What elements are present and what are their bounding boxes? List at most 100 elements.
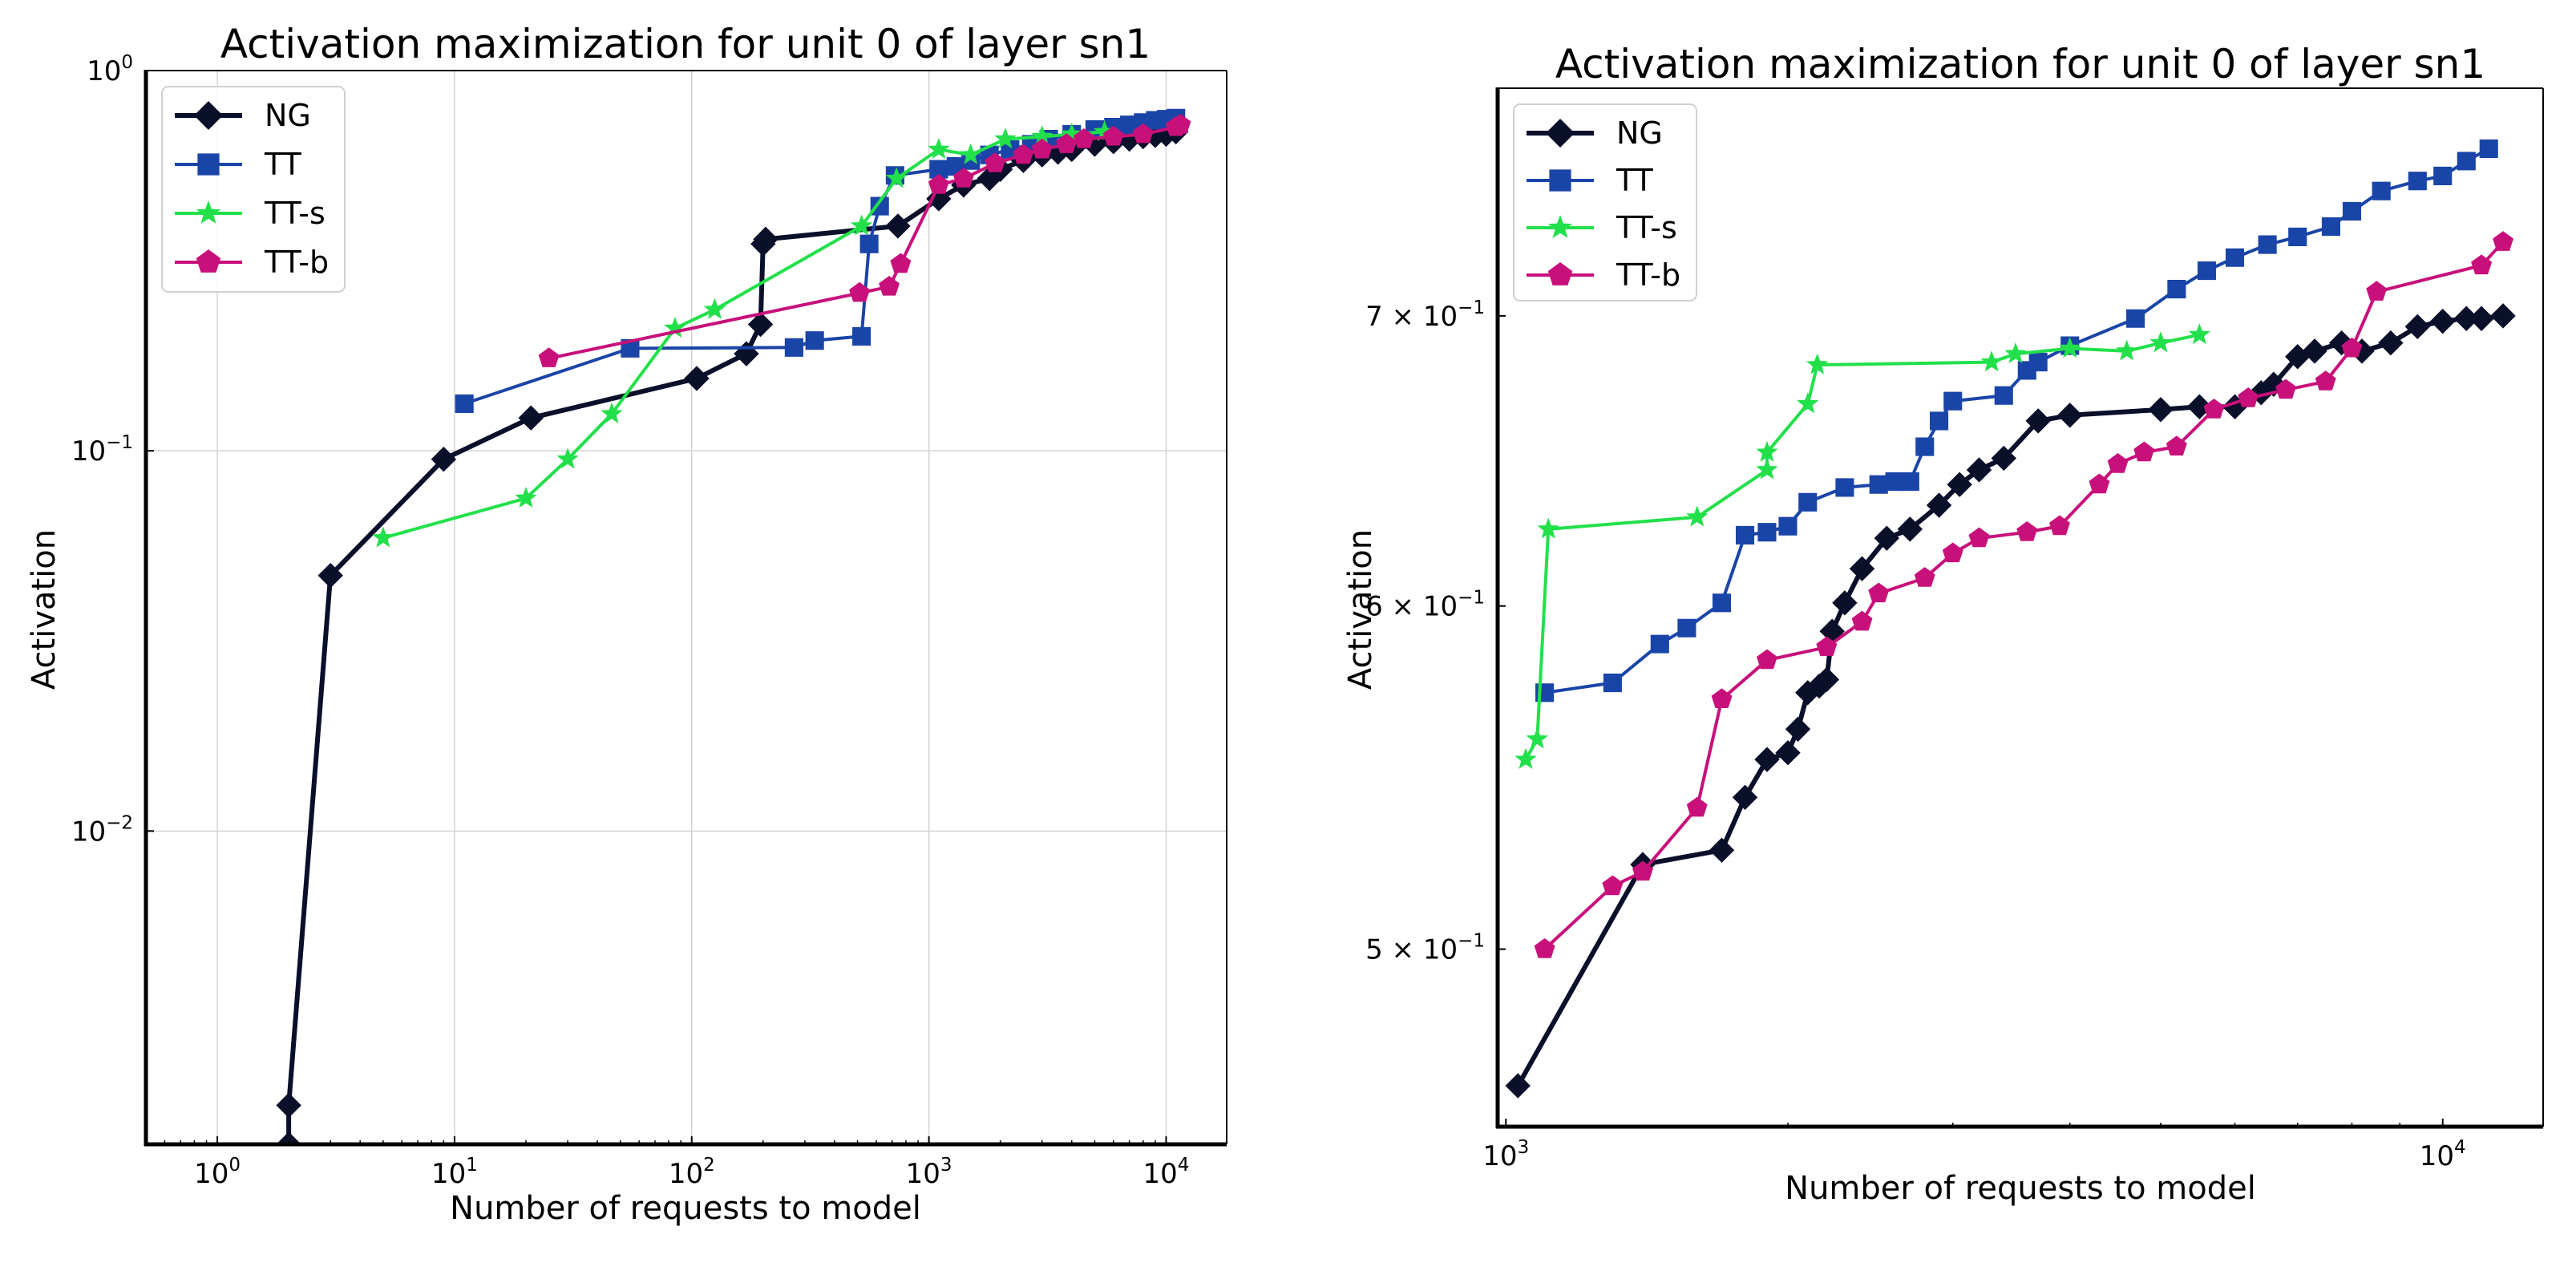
chart-right-point-tt-b-10	[1942, 542, 1963, 563]
chart-right-point-ng-19	[2025, 408, 2051, 434]
chart-right-point-tt-b-9	[1914, 567, 1935, 587]
chart-left-point-tt-s-1	[515, 486, 537, 508]
chart-left-point-tt-b-9	[1056, 133, 1078, 153]
chart-left-point-tt-s-6	[850, 214, 873, 236]
chart-right-point-tt-b-2	[1632, 860, 1653, 881]
chart-right-xlabel: Number of requests to model	[1785, 1170, 2256, 1207]
chart-right-xtick-label-0: 103	[1482, 1137, 1529, 1172]
chart-right-point-tt-s-6	[1797, 392, 1819, 414]
chart-right-legend-marker-ng	[1546, 119, 1575, 148]
chart-right-ytick-label-2: 5 × 10−1	[1365, 931, 1485, 966]
chart-right-point-ng-14	[1897, 516, 1923, 542]
chart-right-line-ng	[1515, 313, 2504, 1087]
chart-right-point-tt-5	[1735, 525, 1755, 544]
chart-left-point-tt-s-5	[703, 298, 726, 319]
chart-left-point-ng-7	[747, 311, 774, 338]
chart-right-point-tt-31	[2457, 152, 2476, 171]
chart-left-point-tt-4	[852, 326, 871, 346]
chart-left-point-tt-s-10	[994, 128, 1017, 149]
chart-left-point-ng-9	[753, 226, 778, 253]
chart-right-point-tt-30	[2433, 166, 2453, 186]
chart-left-xtick-label-0: 100	[194, 1155, 241, 1190]
chart-right-point-tt-20	[2126, 309, 2145, 328]
chart-right-legend: NG TT TT-s TT-b	[1513, 103, 1697, 302]
chart-right-point-ng-16	[1947, 472, 1972, 497]
chart-left-xtick-label-3: 103	[906, 1155, 952, 1190]
chart-right-point-tt-b-6	[1816, 636, 1838, 657]
chart-right-point-tt-b-3	[1686, 796, 1708, 817]
chart-right-point-tt-b-19	[2238, 387, 2259, 407]
chart-right-legend-label-tt-s: TT-s	[1616, 210, 1677, 245]
chart-left-xlabel: Number of requests to model	[450, 1190, 921, 1227]
chart-right-point-tt-23	[2225, 248, 2245, 267]
chart-left-point-tt-b-1	[849, 281, 871, 302]
chart-right-title: Activation maximization for unit 0 of la…	[1555, 41, 2485, 87]
chart-left-series	[276, 108, 1191, 1144]
chart-left-xtick-label-2: 102	[669, 1155, 715, 1190]
chart-left-ytick-label-0: 100	[87, 52, 133, 87]
chart-right-point-ng-13	[1874, 525, 1899, 551]
chart-left-point-tt-b-8	[1031, 138, 1053, 159]
chart-right-point-ng-34	[2469, 306, 2494, 331]
chart-right-point-tt-b-20	[2275, 378, 2296, 399]
chart-right-point-tt-3	[1677, 618, 1696, 638]
chart-right-legend-label-tt-b: TT-b	[1616, 257, 1680, 293]
chart-right-point-tt-b-15	[2107, 453, 2129, 473]
chart-right-point-tt-b-5	[1757, 649, 1777, 670]
chart-right-point-tt-s-0	[1514, 747, 1537, 769]
chart-right-point-tt-s-3	[1686, 505, 1709, 527]
chart-right-point-tt-10	[1869, 475, 1888, 494]
chart-left-legend-marker-tt	[197, 153, 220, 176]
chart-right-point-tt-12	[1900, 472, 1919, 492]
chart-right-point-tt-7	[1778, 516, 1798, 536]
chart-right-point-tt-6	[1757, 523, 1777, 542]
chart-left-point-tt-s-2	[556, 447, 579, 469]
chart-right-point-tt-b-12	[2016, 520, 2038, 541]
chart-right-line-tt-s	[1524, 333, 2200, 761]
chart-right-ytick-label-0: 7 × 10−1	[1365, 298, 1485, 333]
chart-right-point-ng-4	[1754, 747, 1780, 772]
chart-left-point-ng-0	[276, 1131, 301, 1144]
chart-left-point-ng-1	[276, 1092, 301, 1119]
chart-right-legend-label-ng: NG	[1616, 115, 1663, 151]
chart-right-point-tt-b-21	[2315, 370, 2336, 391]
chart-right-point-tt-s-12	[2149, 331, 2172, 353]
chart-right-point-tt-s-5	[1756, 440, 1778, 462]
chart-right-point-ng-27	[2302, 338, 2327, 364]
chart-left-legend-marker-tt-s	[196, 200, 221, 224]
chart-left-legend-marker-ng	[194, 101, 223, 130]
chart-left-xtick-label-1: 101	[431, 1155, 478, 1190]
chart-left-point-tt-b-6	[985, 152, 1006, 172]
chart-right-point-ng-2	[1709, 837, 1735, 863]
chart-right-point-tt-b-24	[2471, 254, 2493, 275]
chart-left-point-tt-b-4	[928, 174, 949, 194]
chart-right-point-tt-b-7	[1851, 610, 1873, 631]
chart-left-point-tt-b-7	[1013, 144, 1034, 164]
chart-left-point-tt-b-14	[1170, 113, 1191, 134]
chart-right-point-tt-b-13	[2048, 515, 2070, 536]
chart-right-point-ng-22	[2186, 394, 2213, 419]
chart-left-point-tt-b-5	[952, 168, 974, 188]
chart-left-point-tt-b-3	[890, 253, 912, 273]
chart-right-point-ng-9	[1814, 666, 1840, 693]
chart-right-point-tt-b-11	[1968, 527, 1990, 548]
chart-left-legend: NG TT TT-s TT-b	[161, 86, 346, 293]
chart-left-ytick-label-1: 10−1	[71, 432, 133, 468]
chart-right-xtick-label-1: 104	[2420, 1137, 2466, 1172]
chart-left-legend-box	[161, 86, 346, 293]
chart-left-point-tt-s-0	[372, 526, 394, 548]
chart-right-point-tt-32	[2479, 139, 2498, 159]
chart-right-point-ng-17	[1966, 457, 1992, 483]
chart-right-legend-marker-tt	[1549, 169, 1571, 192]
chart-right-point-tt-b-25	[2493, 231, 2513, 251]
chart-left-point-tt-b-12	[1132, 123, 1154, 144]
chart-left-point-tt-s-8	[928, 137, 950, 160]
chart-right-point-ng-31	[2404, 314, 2431, 340]
chart-left-line-ng	[286, 129, 1177, 1144]
chart-left-point-tt-b-2	[879, 275, 900, 296]
chart-right-point-tt-s-8	[1980, 350, 2003, 372]
chart-right-point-ng-15	[1926, 492, 1952, 518]
chart-right-point-tt-25	[2288, 227, 2307, 246]
chart-left-point-ng-10	[885, 213, 911, 239]
